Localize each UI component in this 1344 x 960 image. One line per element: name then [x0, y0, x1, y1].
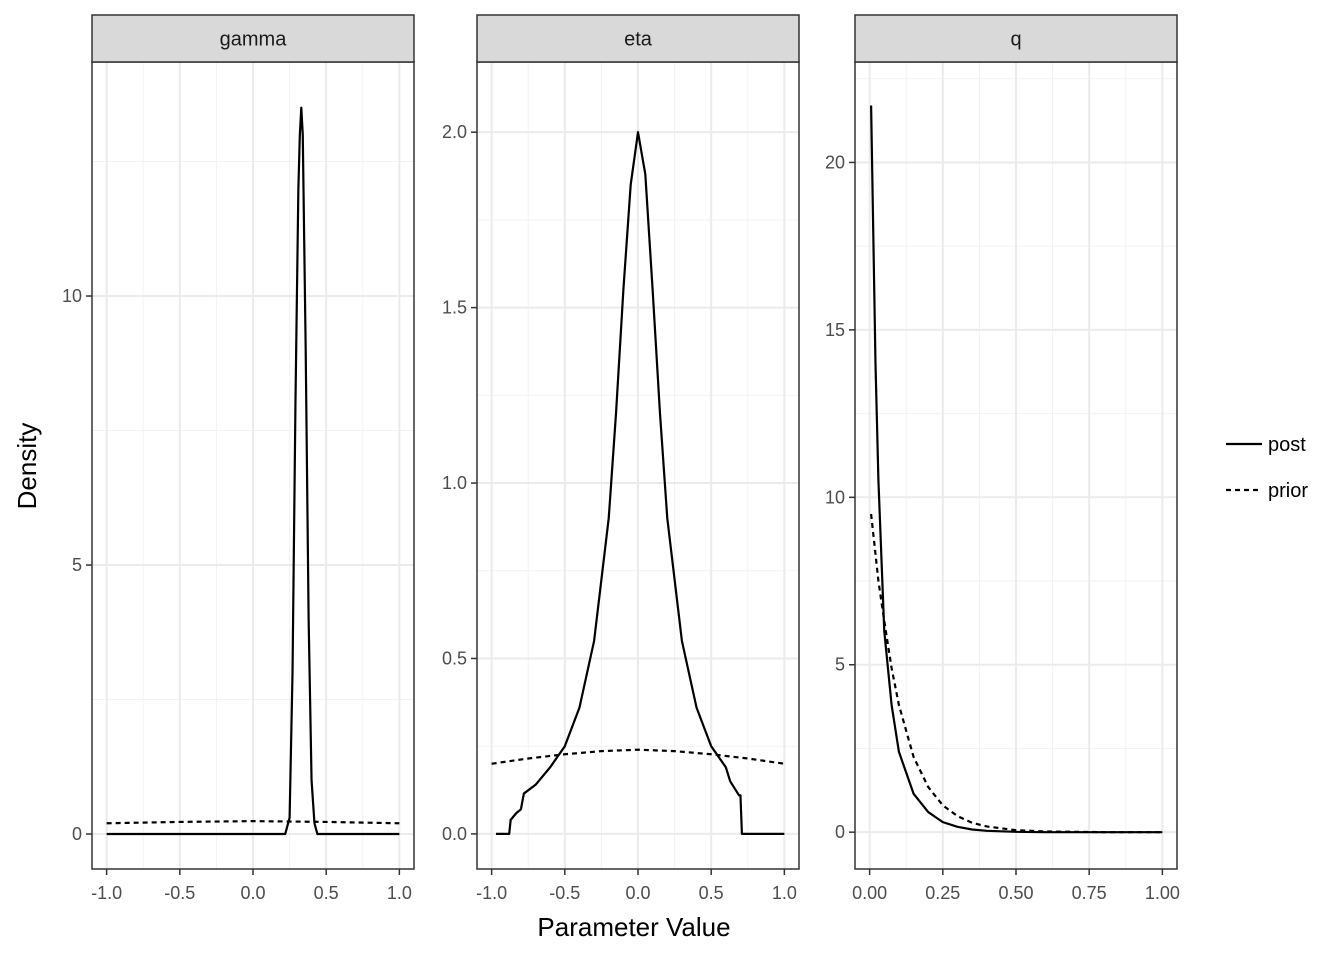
series-line-post [870, 105, 1163, 834]
x-tick-label: 0.5 [699, 883, 724, 903]
panel-q: q 0.00 0.25 0.50 0.75 1.00 0 5 10 15 20 [825, 14, 1180, 903]
panel-eta: eta -1.0 -0.5 0.0 0.5 1.0 0.0 0.5 1.0 1.5 2.0 [442, 14, 800, 903]
y-tick-label: 2.0 [442, 122, 467, 142]
series-line-prior [106, 820, 400, 825]
x-tick-label: 0.5 [314, 883, 339, 903]
y-tick-label: 0.0 [442, 824, 467, 844]
x-tick-label: 0.0 [625, 883, 650, 903]
strip-label-q: q [1010, 29, 1021, 51]
x-tick-label: 1.0 [387, 883, 412, 903]
x-tick-label: 0.00 [852, 883, 887, 903]
gridlines [92, 62, 414, 869]
y-tick-label: 0.5 [442, 648, 467, 668]
x-tick-label: 0.25 [925, 883, 960, 903]
x-axis-title: Parameter Value [537, 912, 730, 942]
strip-label-gamma: gamma [220, 29, 288, 51]
y-tick-label: 1.5 [442, 298, 467, 318]
x-tick-label: -0.5 [549, 883, 580, 903]
strip-q [854, 14, 1178, 63]
y-tick-label: 0 [835, 822, 845, 842]
strip-gamma [91, 14, 415, 63]
gridlines [855, 62, 1177, 869]
y-tick-label: 0 [72, 824, 82, 844]
x-tick-label: 1.00 [1145, 883, 1180, 903]
panel-gamma: gamma -1.0 -0.5 0.0 0.5 1.0 0 5 10 [62, 14, 415, 903]
y-tick-label: 15 [825, 320, 845, 340]
strip-eta [476, 14, 800, 63]
x-tick-label: -0.5 [164, 883, 195, 903]
y-tick-label: 10 [825, 487, 845, 507]
x-tick-label: -1.0 [476, 883, 507, 903]
strip-label-eta: eta [624, 29, 653, 51]
legend-label-prior: prior [1268, 480, 1308, 502]
y-tick-label: 20 [825, 152, 845, 172]
y-tick-label: 1.0 [442, 473, 467, 493]
y-tick-label: 5 [835, 655, 845, 675]
x-tick-label: 0.75 [1072, 883, 1107, 903]
y-axis-title: Density [12, 423, 42, 510]
series-line-prior [491, 748, 785, 765]
x-tick-label: 0.0 [240, 883, 265, 903]
y-tick-label: 10 [62, 286, 82, 306]
series-line-post [106, 106, 400, 836]
legend: post prior [1226, 434, 1308, 502]
y-tick-label: 5 [72, 555, 82, 575]
x-tick-label: -1.0 [91, 883, 122, 903]
x-tick-label: 0.50 [998, 883, 1033, 903]
x-tick-label: 1.0 [772, 883, 797, 903]
legend-label-post: post [1268, 434, 1306, 456]
series-line-post [496, 131, 785, 836]
